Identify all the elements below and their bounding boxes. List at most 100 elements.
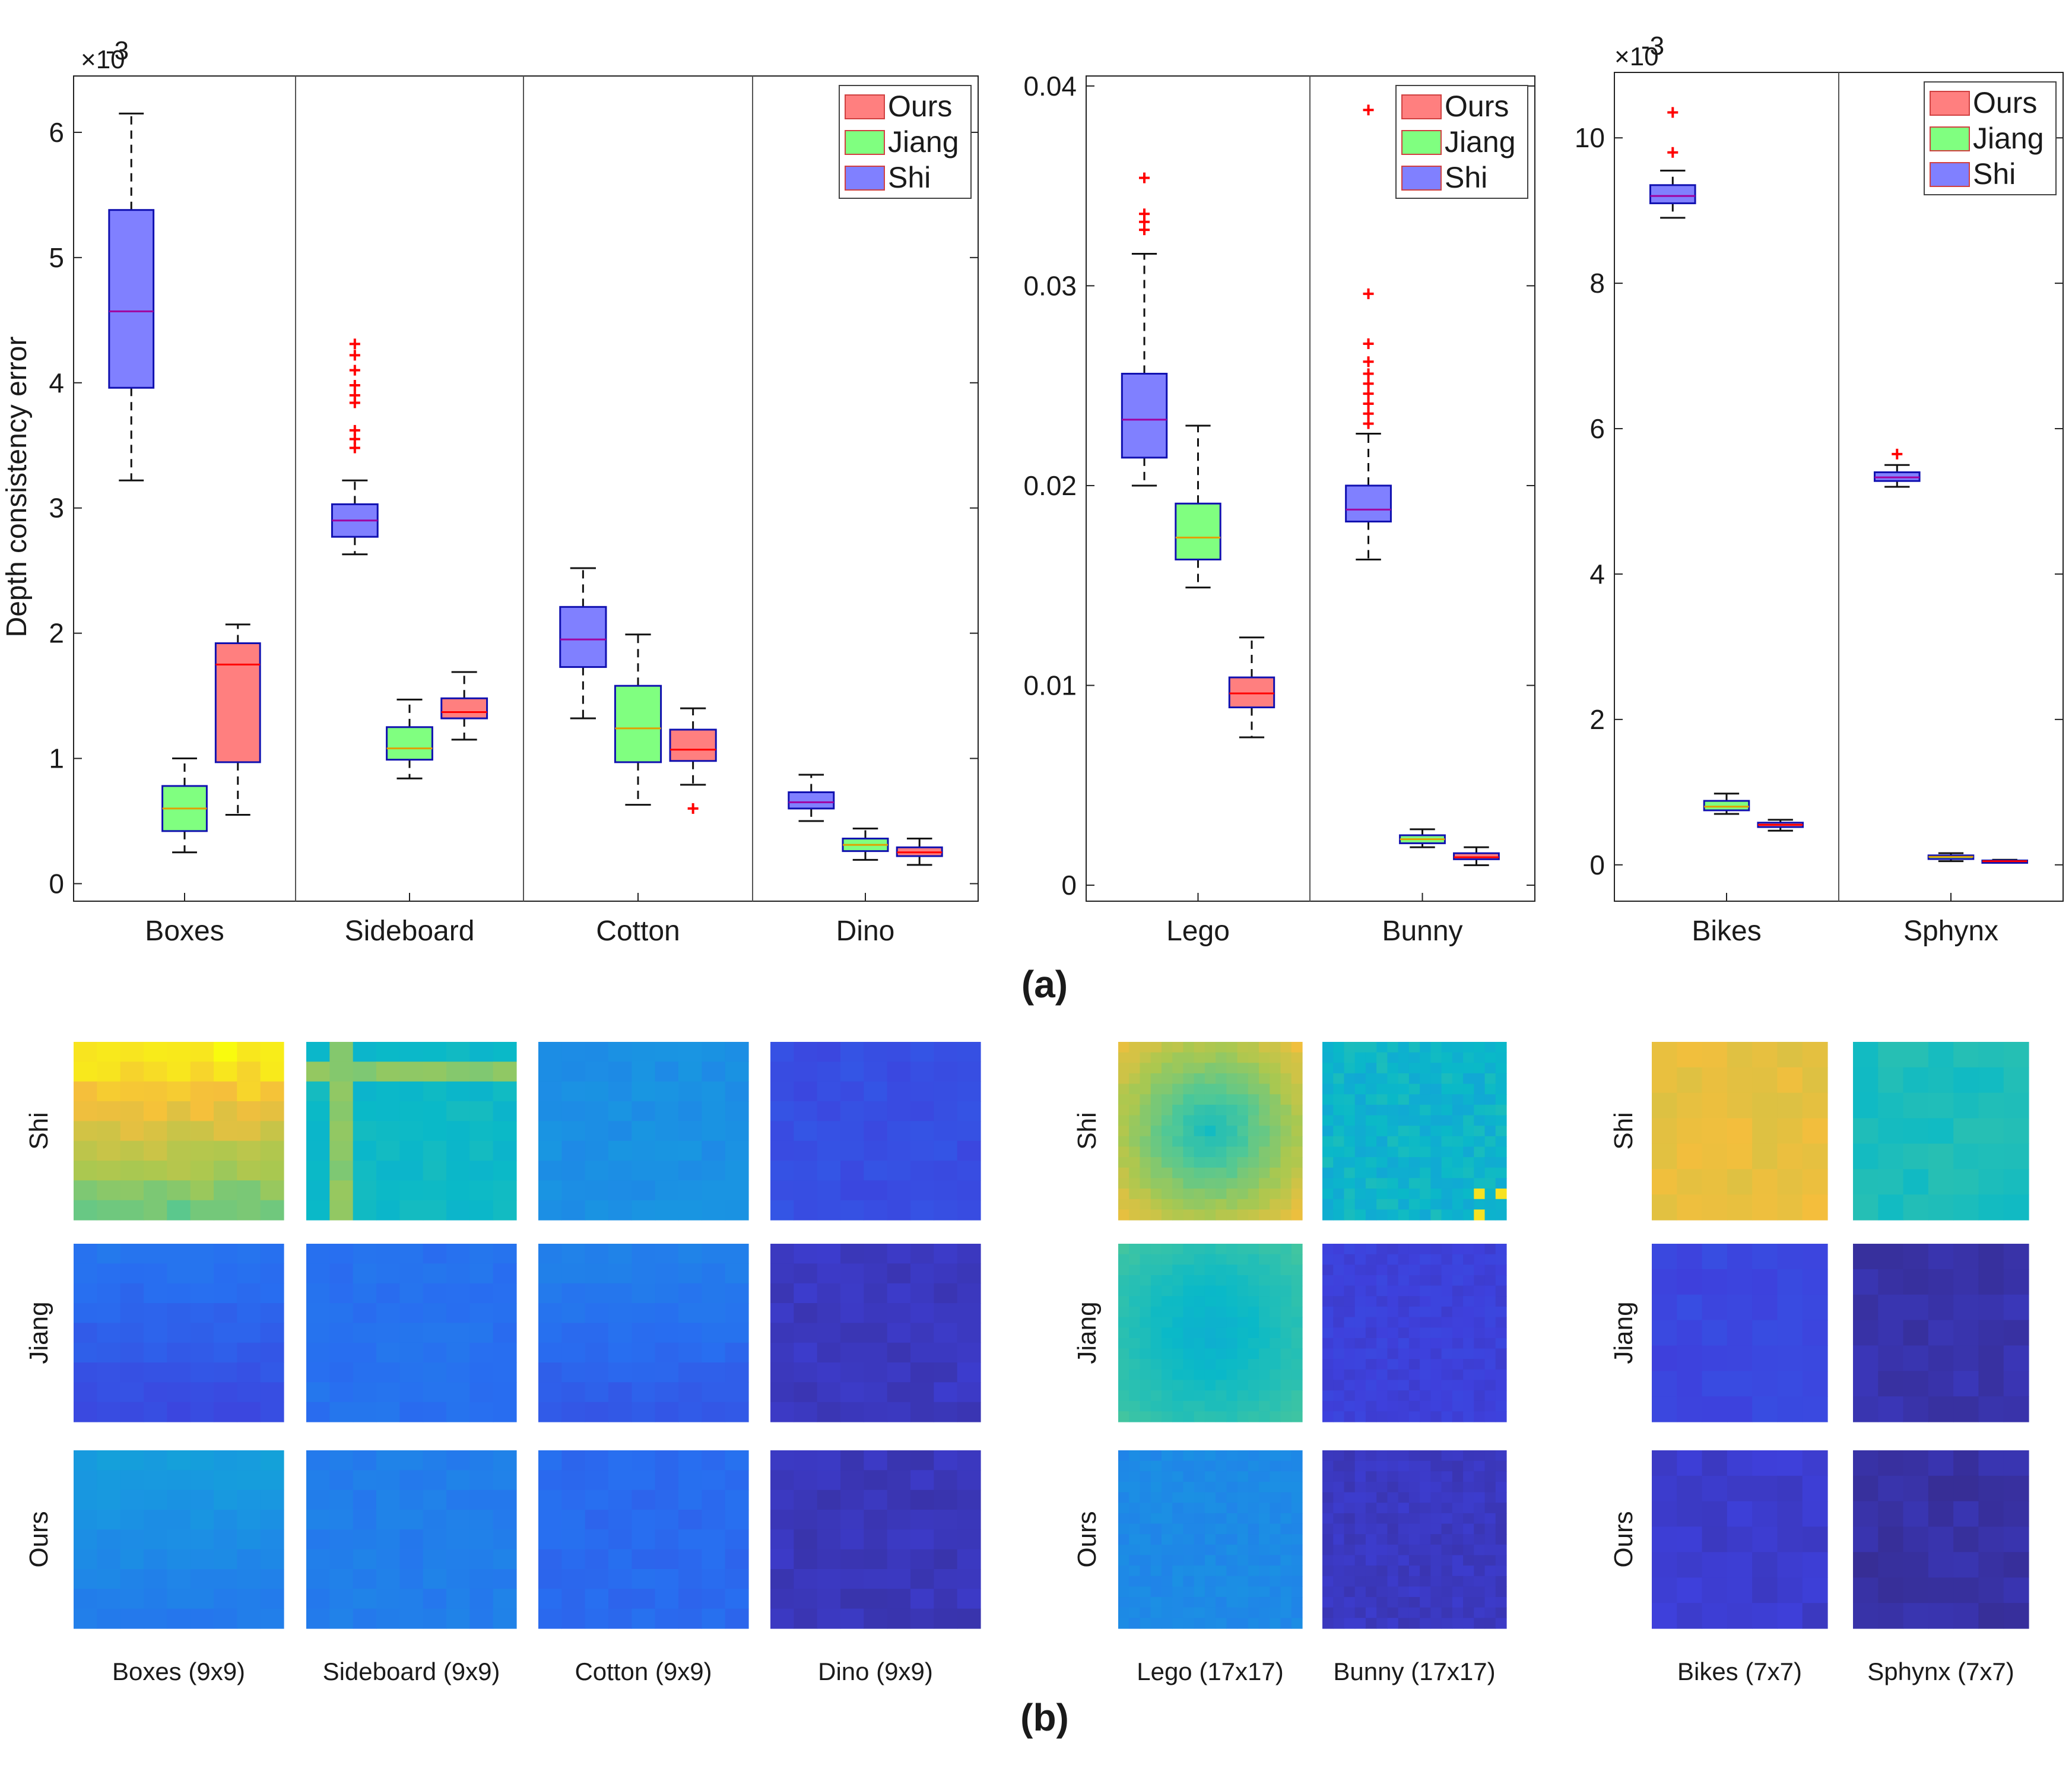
heatmap-cell: [1118, 1380, 1129, 1391]
heatmap-cell: [167, 1263, 191, 1284]
heatmap-cell: [725, 1470, 749, 1491]
heatmap-cell: [1226, 1503, 1238, 1514]
heatmap-cell: [1140, 1607, 1151, 1618]
heatmap-cell: [1322, 1254, 1334, 1265]
heatmap-cell: [214, 1342, 237, 1363]
heatmap-cell: [817, 1362, 841, 1383]
chart1-exponent-base: ×10: [81, 45, 125, 74]
heatmap-cell: [446, 1342, 470, 1363]
heatmap-cell: [1354, 1136, 1366, 1148]
heatmap-cell: [678, 1362, 702, 1383]
heatmap-cell: [1194, 1460, 1205, 1472]
heatmap-cell: [1853, 1603, 1879, 1629]
heatmap-cell: [260, 1061, 284, 1082]
heatmap-cell: [1237, 1126, 1249, 1137]
heatmap-cell: [1183, 1094, 1195, 1105]
heatmap-cell: [190, 1061, 214, 1082]
heatmap-cell: [167, 1303, 191, 1323]
heatmap-cell: [1118, 1327, 1129, 1339]
heatmap-cell: [1344, 1042, 1356, 1053]
heatmap-cell: [1280, 1296, 1292, 1307]
heatmap-cell: [561, 1362, 586, 1383]
heatmap-cell: [1280, 1146, 1292, 1158]
heatmap-cell: [190, 1303, 214, 1323]
heatmap-cell: [1430, 1285, 1442, 1297]
heatmap-cell: [1333, 1471, 1345, 1482]
heatmap-cell: [1270, 1576, 1281, 1587]
heatmap-cell: [214, 1490, 237, 1510]
heatmap-cell: [260, 1549, 284, 1570]
heatmap-cell: [1928, 1526, 1954, 1553]
heatmap-cell: [97, 1140, 121, 1161]
heatmap-cell: [1259, 1555, 1270, 1566]
heatmap-cell: [1878, 1143, 1904, 1170]
heatmap-cell: [1280, 1115, 1292, 1126]
heatmap-cell: [1463, 1265, 1474, 1276]
heatmap-cell: [702, 1450, 726, 1471]
heatmap-cell: [794, 1283, 818, 1304]
heatmap-cell: [1280, 1285, 1292, 1297]
heatmap-cell: [1802, 1118, 1828, 1145]
heatmap-cell: [1194, 1306, 1205, 1318]
heatmap-cell: [1237, 1450, 1249, 1462]
heatmap-cell: [1140, 1481, 1151, 1493]
heatmap-cell: [1291, 1052, 1303, 1063]
heatmap-cell: [1129, 1411, 1141, 1422]
heatmap-cell: [1652, 1526, 1677, 1553]
heatmap-cell: [1291, 1471, 1303, 1482]
heatmap-cell: [1376, 1348, 1388, 1359]
heatmap-cell: [1420, 1471, 1431, 1482]
heatmap-cell: [1322, 1199, 1334, 1210]
heatmap-cell: [1129, 1338, 1141, 1349]
heatmap-cell: [1430, 1063, 1442, 1074]
heatmap-cell: [1226, 1296, 1238, 1307]
heatmap-cell: [1878, 1501, 1904, 1528]
heatmap-cell: [1183, 1597, 1195, 1608]
heatmap-cell: [632, 1200, 656, 1221]
heatmap-cell: [1484, 1492, 1496, 1503]
heatmap-cell: [817, 1263, 841, 1284]
heatmap-cell: [1129, 1513, 1141, 1525]
heatmap-cell: [1376, 1327, 1388, 1339]
heatmap-cell: [1270, 1492, 1281, 1503]
heatmap-cell: [260, 1362, 284, 1383]
heatmap-cell: [353, 1283, 377, 1304]
heatmap-cell: [1495, 1063, 1507, 1074]
heatmap-cell: [493, 1140, 517, 1161]
heatmap-cell: [1226, 1450, 1238, 1462]
heatmap-cell: [770, 1342, 794, 1363]
heatmap-cell: [538, 1081, 562, 1102]
heatmap-cell: [585, 1450, 609, 1471]
heatmap-cell: [1129, 1146, 1141, 1158]
heatmap-cell: [1291, 1265, 1303, 1276]
heatmap-cell: [538, 1180, 562, 1201]
heatmap-cell: [1727, 1169, 1753, 1195]
heatmap-cell: [1172, 1244, 1184, 1255]
heatmap-cell: [1150, 1157, 1162, 1168]
heatmap-cell: [1474, 1503, 1486, 1514]
heatmap-cell: [632, 1303, 656, 1323]
heatmap-cell: [1280, 1380, 1292, 1391]
heatmap-cell: [702, 1342, 726, 1363]
heatmap-cell: [817, 1121, 841, 1142]
heatmap-cell: [1216, 1586, 1227, 1598]
category-label: Bunny: [1382, 915, 1462, 947]
heatmap-cell: [1150, 1115, 1162, 1126]
heatmap-cell: [1322, 1450, 1334, 1462]
heatmap-cell: [1322, 1359, 1334, 1370]
heatmap-cell: [1752, 1244, 1778, 1270]
heatmap-cell: [1216, 1209, 1227, 1221]
heatmap-cell: [493, 1042, 517, 1062]
heatmap-cell: [1118, 1104, 1129, 1116]
heatmap-cell: [1452, 1254, 1464, 1265]
heatmap-shi: [1853, 1042, 2029, 1221]
heatmap-cell: [1928, 1294, 1954, 1321]
heatmap-cell: [1291, 1513, 1303, 1525]
heatmap-cell: [1398, 1492, 1410, 1503]
y-tick-label: 5: [49, 242, 64, 273]
heatmap-cell: [1398, 1126, 1410, 1137]
heatmap-cell: [1237, 1178, 1249, 1189]
heatmap-cell: [1172, 1157, 1184, 1168]
heatmap-cell: [770, 1244, 794, 1264]
heatmap-cell: [1420, 1063, 1431, 1074]
